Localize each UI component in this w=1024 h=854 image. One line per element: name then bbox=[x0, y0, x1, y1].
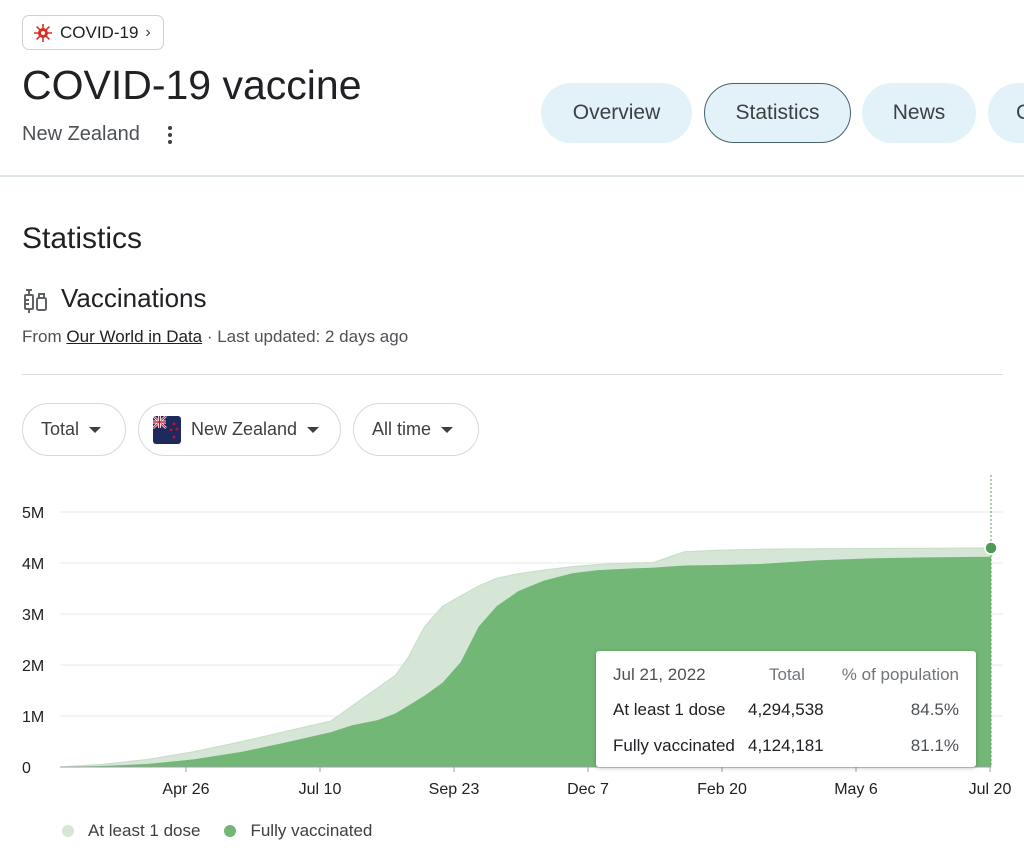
y-tick-label: 1M bbox=[22, 709, 44, 726]
location-dropdown[interactable]: New Zealand bbox=[138, 403, 341, 456]
y-tick-label: 0 bbox=[22, 760, 31, 777]
y-tick-label: 3M bbox=[22, 607, 44, 624]
tab-partial[interactable]: C bbox=[988, 83, 1024, 143]
tooltip-row-fully-vaccinated: Fully vaccinated 4,124,181 81.1% bbox=[613, 736, 959, 758]
x-tick-label: Feb 20 bbox=[697, 781, 747, 798]
breadcrumb-label: COVID-19 bbox=[60, 22, 139, 42]
tooltip-header-total: Total bbox=[769, 665, 805, 684]
source-prefix: From bbox=[22, 327, 67, 346]
tooltip-row-total: 4,124,181 bbox=[748, 736, 824, 755]
chart-x-axis: Apr 26 Jul 10 Sep 23 Dec 7 Feb 20 May 6 Jul 20 bbox=[162, 767, 1011, 798]
page-subtitle: New Zealand bbox=[22, 123, 140, 145]
tooltip-row-label: Fully vaccinated bbox=[613, 736, 735, 755]
section-divider bbox=[22, 374, 1003, 375]
dropdown-arrow-icon bbox=[307, 426, 320, 433]
tab-news[interactable]: News bbox=[862, 83, 976, 143]
covid-19-breadcrumb-chip[interactable]: COVID-19 › bbox=[22, 15, 164, 50]
card-title: Vaccinations bbox=[61, 283, 207, 313]
chart-legend: At least 1 dose Fully vaccinated bbox=[62, 821, 372, 841]
metric-dropdown-label: Total bbox=[41, 419, 80, 439]
x-tick-label: Jul 10 bbox=[299, 781, 342, 798]
page-title: COVID-19 vaccine bbox=[22, 62, 362, 108]
tooltip-header-pct: % of population bbox=[841, 665, 959, 684]
y-tick-label: 4M bbox=[22, 556, 44, 573]
more-options-icon[interactable] bbox=[160, 124, 180, 146]
legend-label-first-dose: At least 1 dose bbox=[88, 821, 201, 840]
header-divider bbox=[0, 175, 1024, 177]
tooltip-date: Jul 21, 2022 bbox=[613, 665, 706, 684]
section-title: Statistics bbox=[22, 222, 143, 255]
tab-overview[interactable]: Overview bbox=[541, 83, 692, 143]
tooltip-row-total: 4,294,538 bbox=[748, 700, 824, 719]
dropdown-arrow-icon bbox=[441, 426, 454, 433]
chevron-right-icon: › bbox=[145, 23, 151, 41]
source-line: From Our World in Data · Last updated: 2… bbox=[22, 327, 408, 347]
x-tick-label: Jul 20 bbox=[969, 781, 1012, 798]
source-link[interactable]: Our World in Data bbox=[66, 327, 203, 346]
range-dropdown-label: All time bbox=[372, 419, 432, 439]
tooltip-row-pct: 81.1% bbox=[910, 736, 959, 755]
dropdown-arrow-icon bbox=[89, 426, 102, 433]
chart-tooltip: Jul 21, 2022 Total % of population At le… bbox=[596, 651, 976, 767]
x-tick-label: Sep 23 bbox=[429, 781, 480, 798]
x-tick-label: May 6 bbox=[834, 781, 878, 798]
syringe-icon bbox=[24, 289, 47, 313]
x-tick-label: Apr 26 bbox=[162, 781, 209, 798]
new-zealand-flag-icon bbox=[153, 415, 181, 444]
y-tick-label: 2M bbox=[22, 658, 44, 675]
legend-swatch-first-dose bbox=[62, 825, 74, 837]
location-dropdown-label: New Zealand bbox=[191, 419, 298, 439]
y-tick-label: 5M bbox=[22, 505, 44, 522]
x-tick-label: Dec 7 bbox=[567, 781, 609, 798]
chart-hover-cursor bbox=[984, 475, 998, 767]
legend-label-fully-vaccinated: Fully vaccinated bbox=[250, 821, 373, 840]
tab-statistics[interactable]: Statistics bbox=[704, 83, 851, 143]
metric-dropdown[interactable]: Total bbox=[22, 403, 126, 456]
tooltip-row-label: At least 1 dose bbox=[613, 700, 726, 719]
hover-marker bbox=[984, 541, 998, 555]
chart-y-axis: 0 1M 2M 3M 4M 5M bbox=[22, 505, 44, 777]
tooltip-row-first-dose: At least 1 dose 4,294,538 84.5% bbox=[613, 700, 959, 722]
source-suffix: · Last updated: 2 days ago bbox=[202, 327, 409, 346]
range-dropdown[interactable]: All time bbox=[353, 403, 479, 456]
tooltip-row-pct: 84.5% bbox=[910, 700, 959, 719]
legend-swatch-fully-vaccinated bbox=[224, 825, 237, 837]
virus-icon bbox=[34, 23, 52, 42]
